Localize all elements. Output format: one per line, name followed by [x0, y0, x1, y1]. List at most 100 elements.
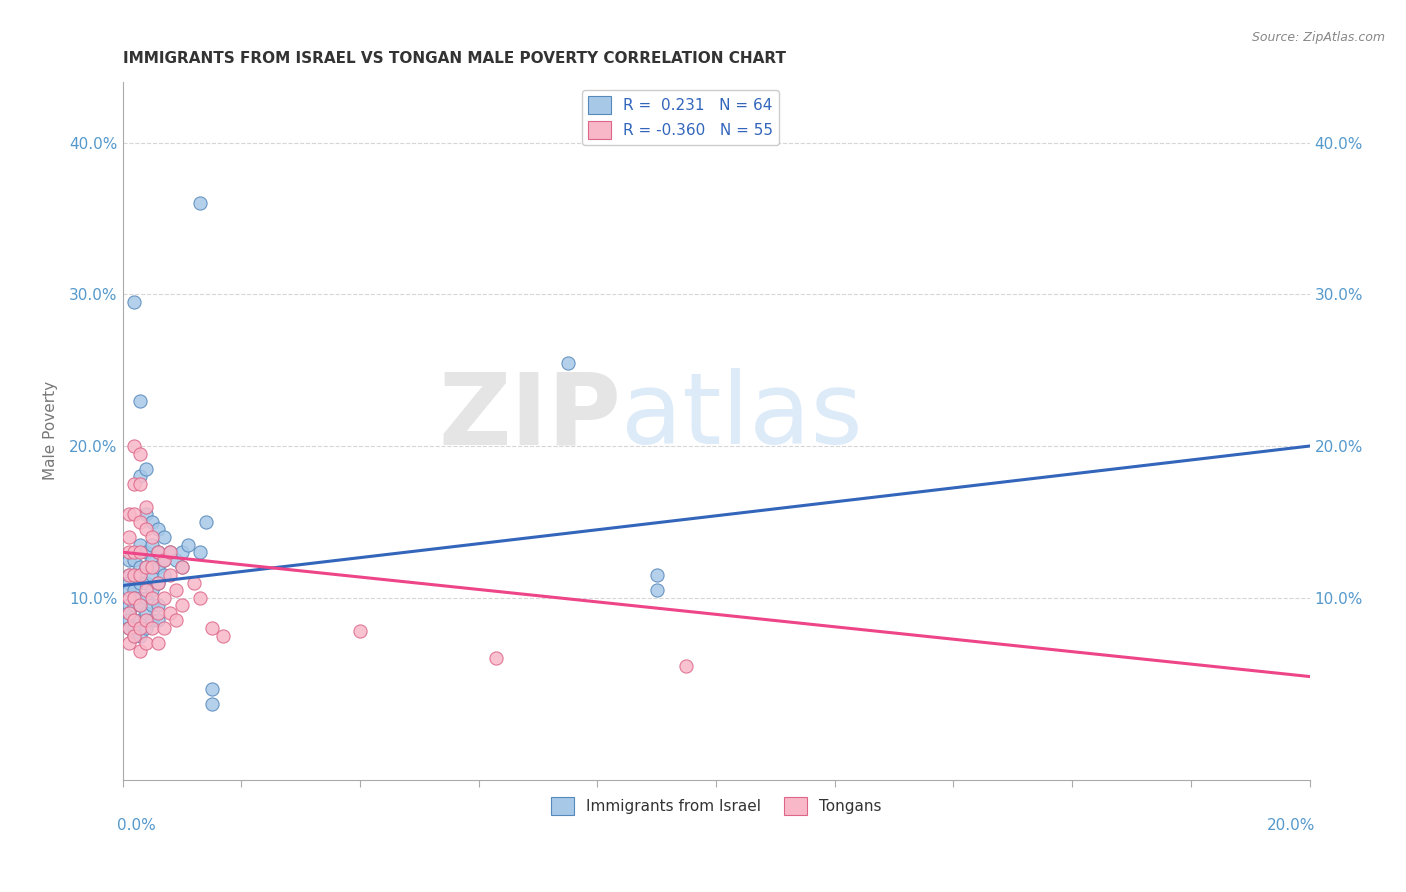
- Point: [201, 621, 224, 635]
- Point: [188, 196, 211, 211]
- Point: [141, 530, 163, 544]
- Point: [201, 681, 224, 696]
- Point: [141, 568, 163, 582]
- Point: [135, 545, 157, 559]
- Point: [141, 621, 163, 635]
- Point: [129, 469, 152, 483]
- Point: [124, 599, 146, 613]
- Point: [148, 545, 170, 559]
- Point: [124, 568, 146, 582]
- Text: atlas: atlas: [621, 368, 863, 466]
- Point: [153, 591, 176, 605]
- Point: [159, 545, 181, 559]
- Point: [124, 295, 146, 310]
- Point: [124, 553, 146, 567]
- Point: [129, 614, 152, 628]
- Point: [153, 530, 176, 544]
- Point: [135, 614, 157, 628]
- Y-axis label: Male Poverty: Male Poverty: [44, 381, 58, 481]
- Point: [159, 606, 181, 620]
- Point: [124, 614, 146, 628]
- Point: [135, 583, 157, 598]
- Point: [141, 553, 163, 567]
- Point: [124, 591, 146, 605]
- Point: [129, 599, 152, 613]
- Point: [129, 447, 152, 461]
- Point: [141, 583, 163, 598]
- Point: [124, 439, 146, 453]
- Point: [129, 621, 152, 635]
- Point: [148, 575, 170, 590]
- Point: [148, 614, 170, 628]
- Point: [117, 508, 139, 522]
- Point: [201, 697, 224, 711]
- Legend: Immigrants from Israel, Tongans: Immigrants from Israel, Tongans: [544, 791, 887, 821]
- Point: [117, 621, 139, 635]
- Point: [124, 545, 146, 559]
- Point: [135, 462, 157, 476]
- Point: [129, 629, 152, 643]
- Point: [135, 575, 157, 590]
- Text: Source: ZipAtlas.com: Source: ZipAtlas.com: [1251, 31, 1385, 45]
- Point: [129, 560, 152, 574]
- Point: [148, 545, 170, 559]
- Point: [135, 591, 157, 605]
- Point: [124, 629, 146, 643]
- Point: [212, 629, 235, 643]
- Point: [153, 553, 176, 567]
- Text: 0.0%: 0.0%: [117, 818, 156, 833]
- Point: [124, 629, 146, 643]
- Point: [117, 583, 139, 598]
- Point: [129, 545, 152, 559]
- Point: [159, 545, 181, 559]
- Point: [170, 560, 193, 574]
- Point: [117, 606, 139, 620]
- Text: 20.0%: 20.0%: [1267, 818, 1316, 833]
- Point: [129, 591, 152, 605]
- Point: [129, 568, 152, 582]
- Point: [129, 515, 152, 529]
- Point: [153, 553, 176, 567]
- Point: [117, 621, 139, 635]
- Point: [117, 636, 139, 650]
- Point: [141, 538, 163, 552]
- Point: [141, 560, 163, 574]
- Point: [645, 583, 668, 598]
- Point: [165, 583, 187, 598]
- Point: [129, 568, 152, 582]
- Point: [124, 477, 146, 491]
- Point: [148, 523, 170, 537]
- Point: [117, 575, 139, 590]
- Point: [141, 591, 163, 605]
- Point: [148, 560, 170, 574]
- Point: [170, 599, 193, 613]
- Point: [188, 545, 211, 559]
- Point: [124, 614, 146, 628]
- Point: [135, 606, 157, 620]
- Text: IMMIGRANTS FROM ISRAEL VS TONGAN MALE POVERTY CORRELATION CHART: IMMIGRANTS FROM ISRAEL VS TONGAN MALE PO…: [122, 51, 786, 66]
- Point: [117, 606, 139, 620]
- Point: [117, 545, 139, 559]
- Text: ZIP: ZIP: [439, 368, 621, 466]
- Point: [557, 356, 579, 370]
- Point: [141, 515, 163, 529]
- Point: [141, 614, 163, 628]
- Point: [135, 523, 157, 537]
- Point: [135, 621, 157, 635]
- Point: [153, 621, 176, 635]
- Point: [129, 538, 152, 552]
- Point: [129, 393, 152, 408]
- Point: [117, 614, 139, 628]
- Point: [117, 599, 139, 613]
- Point: [124, 591, 146, 605]
- Point: [148, 599, 170, 613]
- Point: [124, 621, 146, 635]
- Point: [148, 575, 170, 590]
- Point: [117, 591, 139, 605]
- Point: [349, 624, 371, 638]
- Point: [675, 659, 697, 673]
- Point: [153, 568, 176, 582]
- Point: [165, 614, 187, 628]
- Point: [124, 508, 146, 522]
- Point: [117, 530, 139, 544]
